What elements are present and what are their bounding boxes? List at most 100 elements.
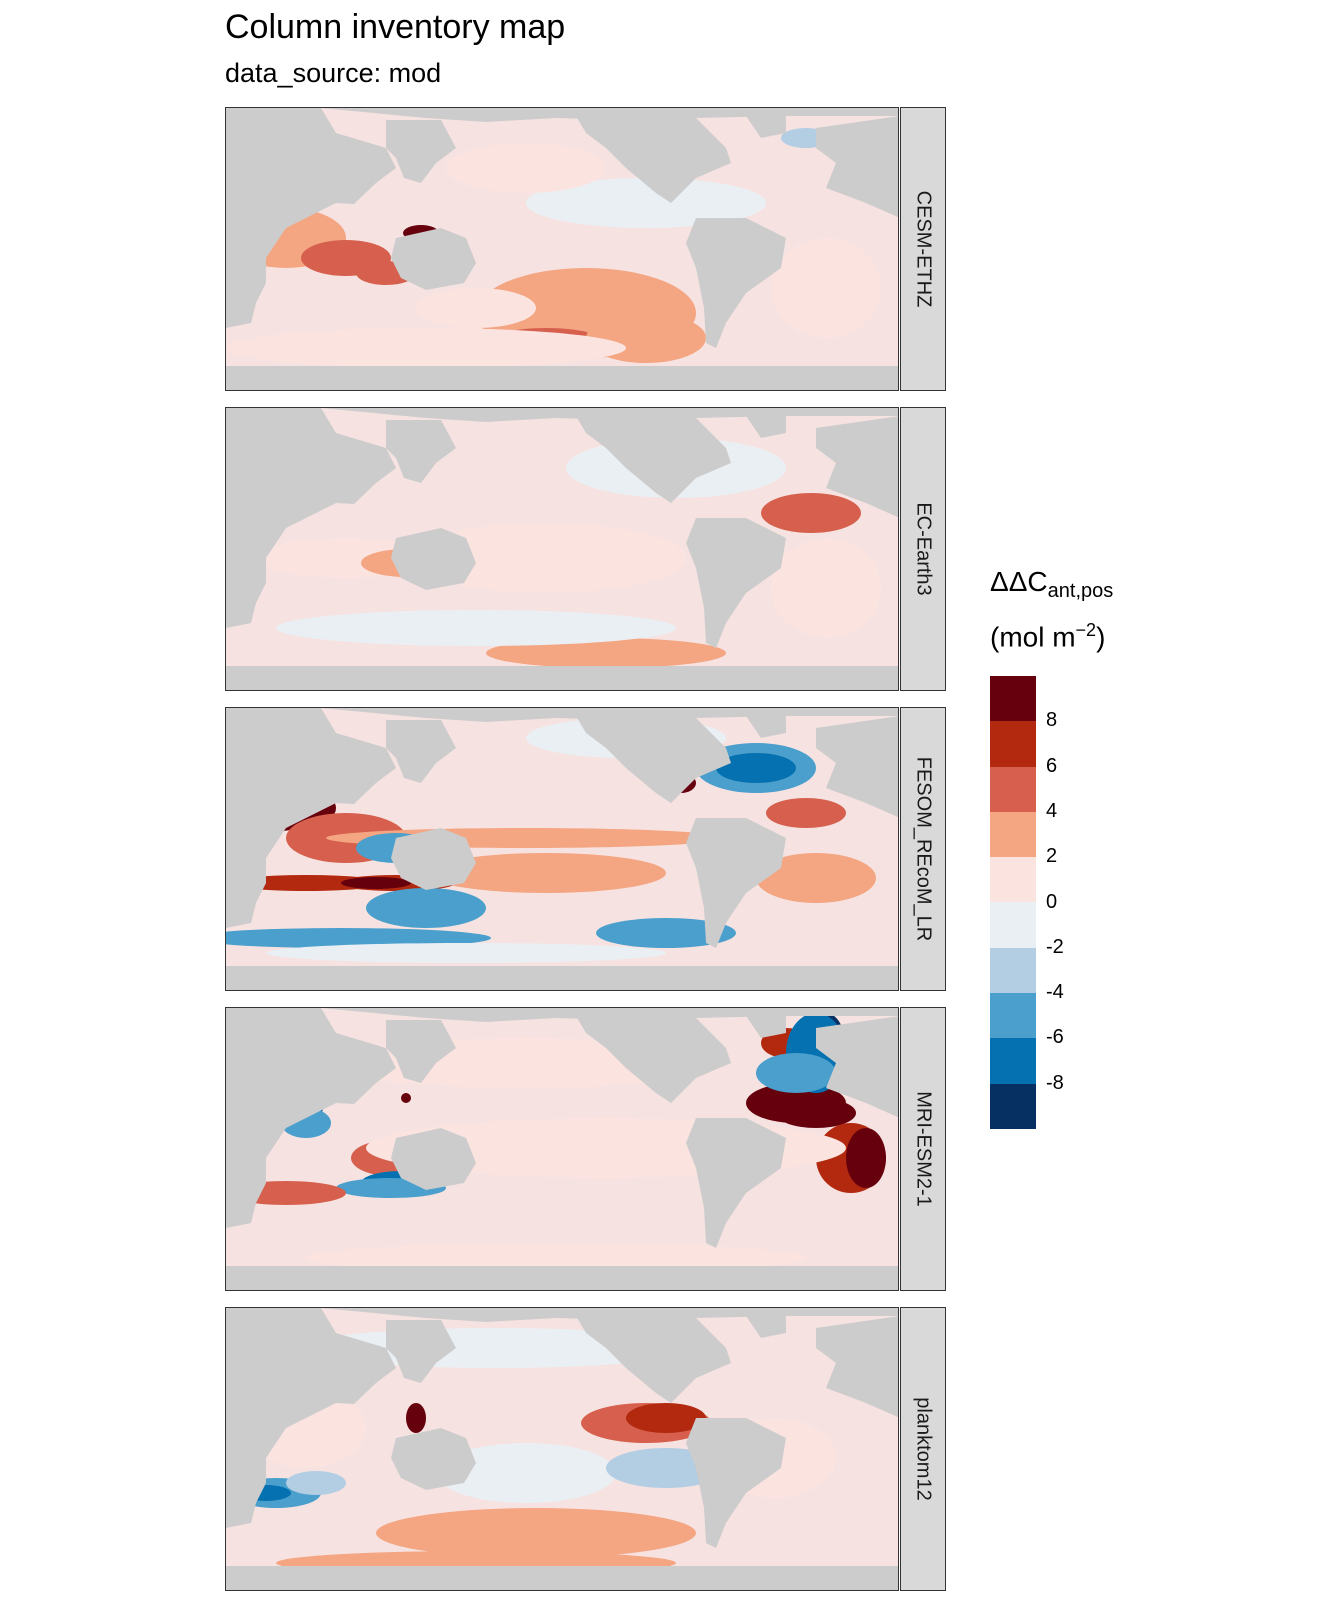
land-mass [816,416,898,518]
facet-label: CESM-ETHZ [912,190,935,308]
land-mass [686,518,786,648]
land-mass [746,416,786,438]
legend-tick-label: -6 [1046,1026,1064,1049]
world-map [225,107,899,391]
anomaly-region [276,610,676,646]
anomaly-region [436,1443,616,1503]
legend-color-step [990,1083,1036,1129]
land-mass [386,1020,456,1083]
chart-title: Column inventory map [225,8,566,46]
anomaly-region [406,523,686,593]
land-mass [226,1566,898,1590]
anomaly-region [226,928,491,948]
anomaly-region [761,493,861,533]
land-mass [686,818,786,948]
facet-strip: EC-Earth3 [900,407,946,691]
anomaly-region [286,1471,346,1495]
land-mass [321,408,898,422]
anomaly-region [776,1098,856,1128]
land-mass [321,136,366,198]
anomaly-region [526,178,766,228]
land-mass [386,1320,456,1383]
facet-strip: planktom12 [900,1307,946,1591]
legend-color-step [990,902,1036,948]
land-mass [816,716,898,818]
anomaly-region [410,1410,422,1426]
anomaly-region [846,1128,886,1188]
anomaly-region [756,853,876,903]
land-mass [816,116,898,218]
facet-panel: EC-Earth3 [225,407,946,691]
legend-color-step [990,857,1036,903]
anomaly-region [771,538,881,638]
land-mass [386,120,456,183]
facet-strip: CESM-ETHZ [900,107,946,391]
land-mass [746,716,786,738]
legend-unit: (mol m−2) [990,620,1106,653]
land-mass [321,108,898,122]
land-mass [321,736,366,798]
land-mass [391,528,476,590]
anomaly-region [426,853,666,893]
facet-label: planktom12 [912,1397,935,1501]
legend-tick-label: -2 [1046,935,1064,958]
land-mass [391,1128,476,1190]
facet-label: FESOM_REcoM_LR [912,756,935,942]
anomaly-region [756,1053,836,1093]
land-mass [226,1266,898,1290]
anomaly-region [446,143,606,193]
legend-colorbar [990,676,1036,1129]
land-mass [746,116,786,138]
land-mass [816,1016,898,1118]
anomaly-region [766,798,846,828]
facet-panel: FESOM_REcoM_LR [225,707,946,991]
world-map [225,1307,899,1591]
land-mass [746,1016,786,1038]
anomaly-region [716,753,796,783]
legend-tick-label: 8 [1046,709,1058,732]
legend-color-step [990,721,1036,767]
land-mass [321,1336,366,1398]
facet-panel: MRI-ESM2-1 [225,1007,946,1291]
land-mass [391,1428,476,1490]
legend-color-step [990,993,1036,1039]
anomaly-region [626,1403,706,1433]
land-mass [321,708,898,722]
world-map [225,707,899,991]
land-mass [226,966,898,990]
anomaly-region [401,1093,411,1103]
world-map [225,407,899,691]
land-mass [386,720,456,783]
land-mass [321,436,366,498]
facet-panel: CESM-ETHZ [225,107,946,391]
legend-tick-label: -8 [1046,1071,1064,1094]
facet-strip: MRI-ESM2-1 [900,1007,946,1291]
world-map [225,1007,899,1291]
land-mass [576,1316,731,1403]
legend-color-step [990,676,1036,722]
land-mass [746,1316,786,1338]
legend-color-step [990,766,1036,812]
legend-color-step [990,1038,1036,1084]
anomaly-region [596,918,736,948]
land-mass [576,416,731,503]
land-mass [391,828,476,890]
land-mass [686,218,786,348]
legend-tick-label: 4 [1046,799,1058,822]
legend-color-step [990,811,1036,858]
land-mass [576,1016,731,1103]
legend-title: ΔΔCant,pos [990,566,1114,602]
land-mass [816,1316,898,1418]
legend-tick-label: 0 [1046,890,1058,913]
anomaly-region [226,328,626,368]
land-mass [391,228,476,290]
chart-subtitle: data_source: mod [225,58,442,88]
anomaly-region [486,638,726,668]
land-mass [321,1036,366,1098]
anomaly-region [341,877,411,889]
land-mass [576,716,731,803]
anomaly-region [771,238,881,338]
facet-label: EC-Earth3 [912,502,935,596]
land-mass [321,1008,898,1022]
land-mass [321,1308,898,1322]
